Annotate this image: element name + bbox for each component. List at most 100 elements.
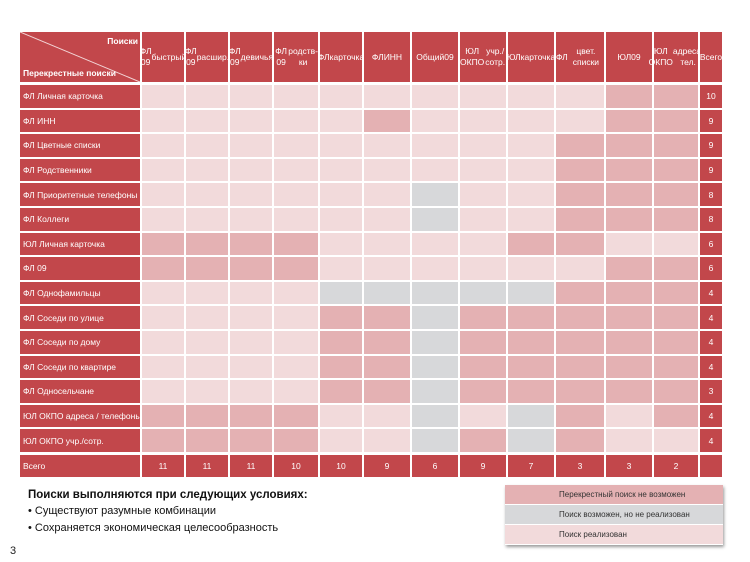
matrix-cell-realized bbox=[508, 109, 554, 133]
column-total: 11 bbox=[142, 454, 184, 477]
matrix-cell-realized bbox=[364, 183, 410, 206]
matrix-cell-realized bbox=[274, 158, 318, 182]
matrix-cell-not-realized bbox=[412, 404, 458, 428]
column-header-line2: учр./сотр. bbox=[485, 46, 506, 67]
matrix-cell-not-possible bbox=[230, 257, 272, 280]
row-total: 4 bbox=[700, 281, 722, 305]
bullet-text: Существуют разумные комбинации bbox=[34, 505, 216, 517]
matrix-cell-not-realized bbox=[412, 183, 458, 206]
matrix-cell-realized bbox=[364, 158, 410, 182]
column-header-line2: карточка bbox=[329, 51, 365, 62]
matrix-cell-not-possible bbox=[274, 429, 318, 452]
corner-top-label: Поиски bbox=[107, 36, 138, 46]
legend-item: Перекрестный поиск не возможен bbox=[505, 485, 723, 505]
matrix-cell-not-possible bbox=[364, 109, 410, 133]
column-header-line2: адреса/тел. bbox=[672, 46, 704, 67]
matrix-cell-realized bbox=[230, 355, 272, 379]
matrix-cell-not-possible bbox=[654, 257, 698, 280]
row-label: ФЛ Приоритетные телефоны bbox=[20, 183, 140, 206]
matrix-cell-realized bbox=[142, 158, 184, 182]
legend-swatch bbox=[505, 505, 551, 524]
matrix-cell-realized bbox=[460, 207, 506, 231]
column-total: 11 bbox=[230, 454, 272, 477]
row-total: 8 bbox=[700, 207, 722, 231]
matrix-cell-not-possible bbox=[508, 330, 554, 354]
column-header-line1: ФЛ 09 bbox=[139, 46, 152, 67]
matrix-cell-realized bbox=[274, 355, 318, 379]
row-total: 6 bbox=[700, 257, 722, 280]
column-header-line2: родств-ки bbox=[288, 46, 318, 67]
matrix-cell-realized bbox=[412, 257, 458, 280]
row-total: 8 bbox=[700, 183, 722, 206]
row-label: ФЛ Цветные списки bbox=[20, 134, 140, 157]
column-total: 10 bbox=[274, 454, 318, 477]
row-label: ЮЛ ОКПО адреса / телефоны bbox=[20, 404, 140, 428]
column-header: ЮЛ ОКПО учр./сотр. bbox=[460, 32, 506, 82]
matrix-cell-realized bbox=[556, 85, 604, 108]
legend-swatch bbox=[505, 485, 551, 504]
column-header-line2: ИНН bbox=[383, 51, 403, 62]
matrix-cell-not-possible bbox=[606, 257, 652, 280]
matrix-cell-not-realized bbox=[508, 281, 554, 305]
legend: Перекрестный поиск не возможен Поиск возм… bbox=[505, 485, 723, 545]
notes-heading: Поиски выполняются при следующих условия… bbox=[28, 489, 308, 501]
row-total: 9 bbox=[700, 134, 722, 157]
matrix-cell-not-realized bbox=[412, 330, 458, 354]
column-total: 2 bbox=[654, 454, 698, 477]
matrix-cell-not-possible bbox=[320, 330, 362, 354]
matrix-cell-realized bbox=[230, 207, 272, 231]
column-header: ФЛ 09 расшир. bbox=[184, 32, 229, 82]
column-header: ФЛ карточка bbox=[318, 32, 365, 82]
row-label: ФЛ Личная карточка bbox=[20, 85, 140, 108]
conditions-notes: Поиски выполняются при следующих условия… bbox=[28, 489, 308, 539]
column-header-line1: ЮЛ bbox=[617, 51, 632, 62]
column-header-line2: девичья bbox=[240, 51, 274, 62]
matrix-cell-realized bbox=[364, 85, 410, 108]
matrix-cell-realized bbox=[460, 183, 506, 206]
matrix-cell-not-possible bbox=[142, 257, 184, 280]
diagonal-divider bbox=[20, 32, 140, 82]
matrix-cell-not-possible bbox=[654, 330, 698, 354]
matrix-cell-realized bbox=[274, 281, 318, 305]
matrix-cell-not-possible bbox=[654, 207, 698, 231]
corner-header: Поиски Перекрестные поиски bbox=[20, 32, 140, 82]
column-header-line1: ФЛ bbox=[556, 51, 568, 62]
matrix-cell-realized bbox=[508, 257, 554, 280]
matrix-cell-not-possible bbox=[364, 380, 410, 403]
column-header-line1: ЮЛ bbox=[506, 51, 521, 62]
column-header: ФЛ 09 девичья bbox=[228, 32, 274, 82]
matrix-cell-not-possible bbox=[274, 232, 318, 256]
row-label: ФЛ 09 bbox=[20, 257, 140, 280]
column-total: 9 bbox=[364, 454, 410, 477]
matrix-cell-realized bbox=[320, 85, 362, 108]
matrix-cell-realized bbox=[654, 429, 698, 452]
matrix-cell-realized bbox=[556, 109, 604, 133]
matrix-cell-realized bbox=[274, 330, 318, 354]
matrix-cell-not-possible bbox=[654, 355, 698, 379]
matrix-cell-realized bbox=[230, 134, 272, 157]
matrix-cell-not-possible bbox=[142, 429, 184, 452]
matrix-cell-realized bbox=[320, 207, 362, 231]
matrix-cell-realized bbox=[320, 183, 362, 206]
column-header-line1: ФЛ 09 bbox=[184, 46, 197, 67]
matrix-cell-not-possible bbox=[606, 355, 652, 379]
matrix-cell-realized bbox=[654, 232, 698, 256]
matrix-cell-not-possible bbox=[320, 380, 362, 403]
matrix-cell-not-possible bbox=[274, 257, 318, 280]
matrix-cell-not-possible bbox=[460, 355, 506, 379]
matrix-cell-realized bbox=[230, 85, 272, 108]
matrix-cell-realized bbox=[186, 85, 228, 108]
legend-label: Поиск возможен, но не реализован bbox=[551, 505, 723, 524]
matrix-cell-not-possible bbox=[556, 330, 604, 354]
matrix-cell-realized bbox=[186, 109, 228, 133]
row-total: 4 bbox=[700, 429, 722, 452]
matrix-cell-realized bbox=[142, 109, 184, 133]
matrix-cell-not-realized bbox=[508, 404, 554, 428]
matrix-cell-realized bbox=[230, 330, 272, 354]
matrix-cell-not-possible bbox=[654, 183, 698, 206]
column-total: 10 bbox=[320, 454, 362, 477]
matrix-cell-not-possible bbox=[556, 380, 604, 403]
row-label: ФЛ ИНН bbox=[20, 109, 140, 133]
matrix-cell-realized bbox=[230, 380, 272, 403]
column-header-line1: ФЛ 09 bbox=[228, 46, 241, 67]
